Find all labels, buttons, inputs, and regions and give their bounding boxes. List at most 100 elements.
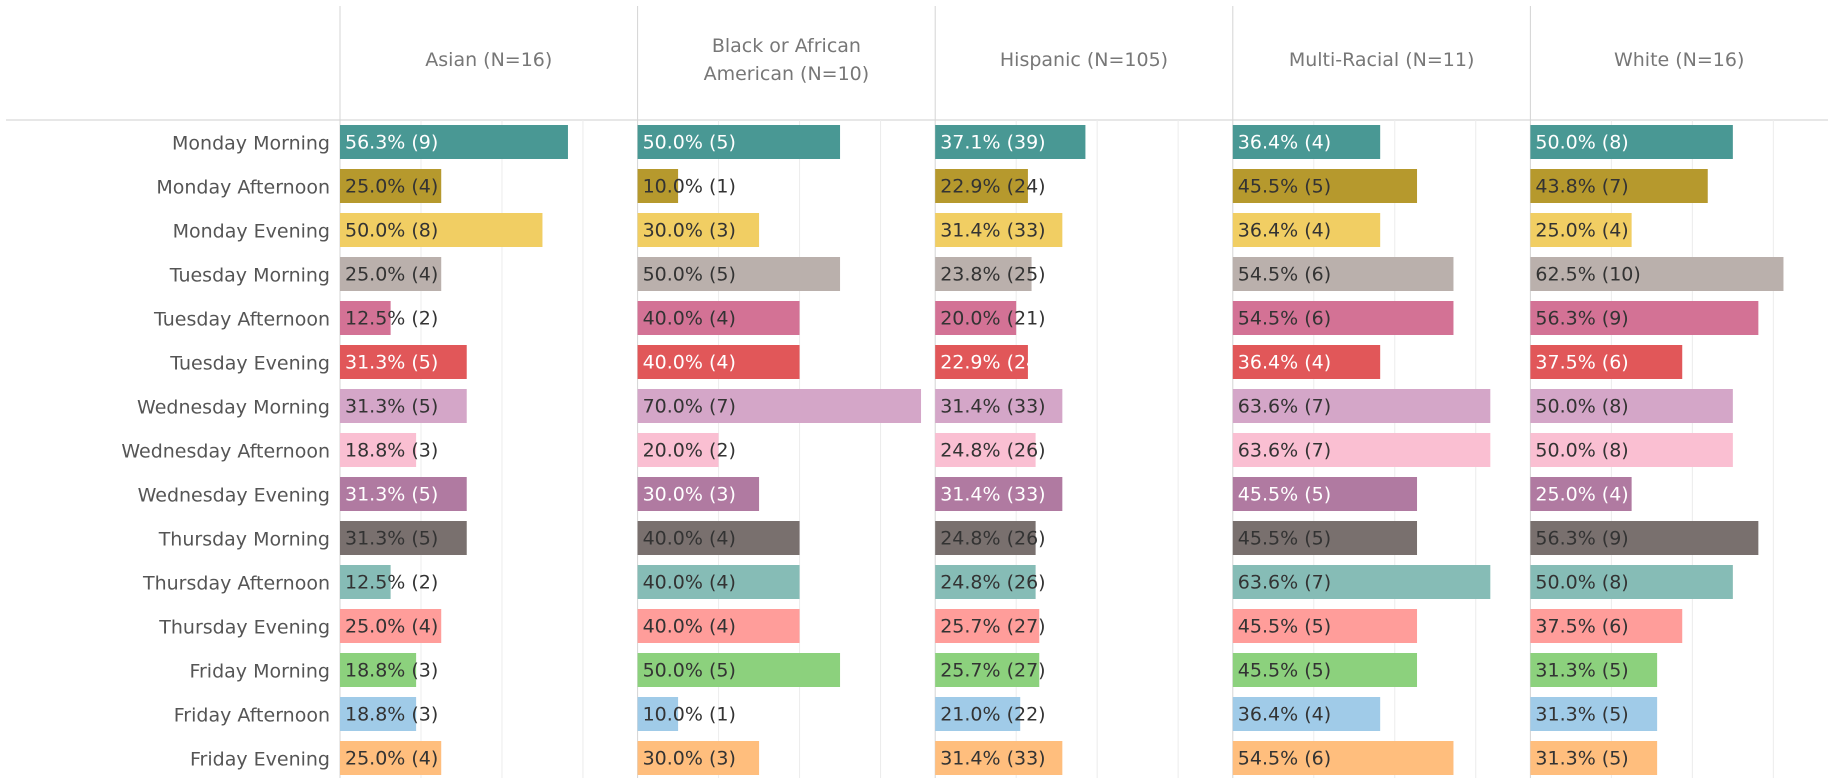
data-label: 36.4% (4) (1238, 220, 1331, 242)
data-label: 31.4% (33) (940, 396, 1045, 418)
bar (340, 565, 391, 599)
panel-header: Black or African American (N=10) (703, 35, 870, 85)
data-label: 18.8% (3) (345, 440, 438, 462)
data-label: 31.3% (5) (345, 396, 438, 418)
bar (637, 169, 679, 203)
data-label: 10.0% (1) (643, 704, 736, 726)
data-label: 54.5% (6) (1238, 748, 1331, 770)
panel-header: White (N=16) (1613, 49, 1745, 71)
data-label: 24.8% (26) (940, 528, 1045, 550)
bar (637, 741, 760, 775)
y-tick-label: Friday Evening (190, 749, 330, 771)
bar (340, 609, 442, 643)
data-label: 45.5% (5) (1238, 176, 1331, 198)
data-label: 25.7% (27) (940, 616, 1045, 638)
data-label: 45.5% (5) (1238, 528, 1331, 550)
bar (637, 477, 760, 511)
bar (637, 433, 719, 467)
data-label: 37.5% (6) (1535, 616, 1628, 638)
data-label: 18.8% (3) (345, 660, 438, 682)
data-label: 63.6% (7) (1238, 396, 1331, 418)
data-label: 56.3% (9) (1535, 308, 1628, 330)
data-label: 18.8% (3) (345, 704, 438, 726)
panel-header: Asian (N=16) (425, 49, 553, 71)
bar (1530, 697, 1658, 731)
bar (1530, 125, 1733, 159)
data-label: 31.4% (33) (940, 484, 1045, 506)
bar (935, 125, 1086, 159)
data-label: 31.3% (5) (1535, 704, 1628, 726)
data-label: 12.5% (2) (345, 308, 438, 330)
bar (637, 213, 760, 247)
data-label: 20.0% (2) (643, 440, 736, 462)
data-label: 23.8% (25) (940, 264, 1045, 286)
bar (1530, 345, 1683, 379)
bar (340, 697, 417, 731)
y-tick-label: Wednesday Morning (137, 397, 330, 419)
bar (637, 609, 800, 643)
bar (935, 477, 1063, 511)
data-label: 37.1% (39) (940, 132, 1045, 154)
bar (935, 169, 1028, 203)
bar (1530, 565, 1733, 599)
data-label: 36.4% (4) (1238, 352, 1331, 374)
panel-header: Multi-Racial (N=11) (1288, 49, 1475, 71)
bar (1530, 257, 1784, 291)
y-tick-label: Monday Afternoon (156, 177, 330, 199)
data-label: 56.3% (9) (345, 132, 438, 154)
bar (935, 697, 1021, 731)
data-label: 36.4% (4) (1238, 132, 1331, 154)
bar (935, 213, 1063, 247)
bar (1530, 477, 1632, 511)
bar (935, 257, 1032, 291)
y-tick-label: Tuesday Morning (169, 265, 330, 287)
data-label: 21.0% (22) (940, 704, 1045, 726)
data-label: 45.5% (5) (1238, 616, 1331, 638)
bar (1232, 433, 1491, 467)
data-label: 37.5% (6) (1535, 352, 1628, 374)
bar (1232, 477, 1418, 511)
y-tick-label: Wednesday Evening (138, 485, 330, 507)
data-label: 50.0% (5) (643, 264, 736, 286)
data-label: 31.3% (5) (345, 352, 438, 374)
bar (1232, 169, 1418, 203)
bar (935, 741, 1063, 775)
bar (637, 389, 922, 423)
bar (637, 257, 841, 291)
bar (935, 301, 1017, 335)
bar (1530, 609, 1683, 643)
data-label: 25.7% (27) (940, 660, 1045, 682)
data-label: 50.0% (8) (1535, 396, 1628, 418)
bar (935, 565, 1036, 599)
bar (935, 345, 1028, 379)
data-label: 30.0% (3) (643, 220, 736, 242)
bar (340, 741, 442, 775)
y-tick-label: Monday Evening (173, 221, 330, 243)
data-label: 31.3% (5) (345, 484, 438, 506)
y-tick-label: Thursday Morning (158, 529, 330, 551)
bar (340, 301, 391, 335)
bar (637, 697, 679, 731)
y-tick-label: Monday Morning (172, 133, 330, 155)
data-label: 56.3% (9) (1535, 528, 1628, 550)
data-label: 31.3% (5) (1535, 748, 1628, 770)
bar (637, 653, 841, 687)
bar (935, 609, 1040, 643)
bar (1232, 609, 1418, 643)
bar (637, 125, 841, 159)
data-label: 25.0% (4) (1535, 220, 1628, 242)
bar (340, 345, 467, 379)
data-label: 22.9% (24) (940, 352, 1045, 374)
data-label: 63.6% (7) (1238, 572, 1331, 594)
bar (340, 257, 442, 291)
bar (1232, 389, 1491, 423)
data-label: 25.0% (4) (1535, 484, 1628, 506)
data-label: 50.0% (8) (1535, 440, 1628, 462)
data-label: 24.8% (26) (940, 572, 1045, 594)
data-label: 45.5% (5) (1238, 484, 1331, 506)
data-label: 24.8% (26) (940, 440, 1045, 462)
data-label: 30.0% (3) (643, 748, 736, 770)
bar (340, 169, 442, 203)
bar (1232, 213, 1381, 247)
